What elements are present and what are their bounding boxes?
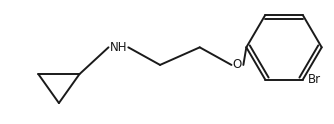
Text: Br: Br <box>308 73 321 86</box>
Text: O: O <box>233 58 242 71</box>
Text: NH: NH <box>110 41 127 54</box>
